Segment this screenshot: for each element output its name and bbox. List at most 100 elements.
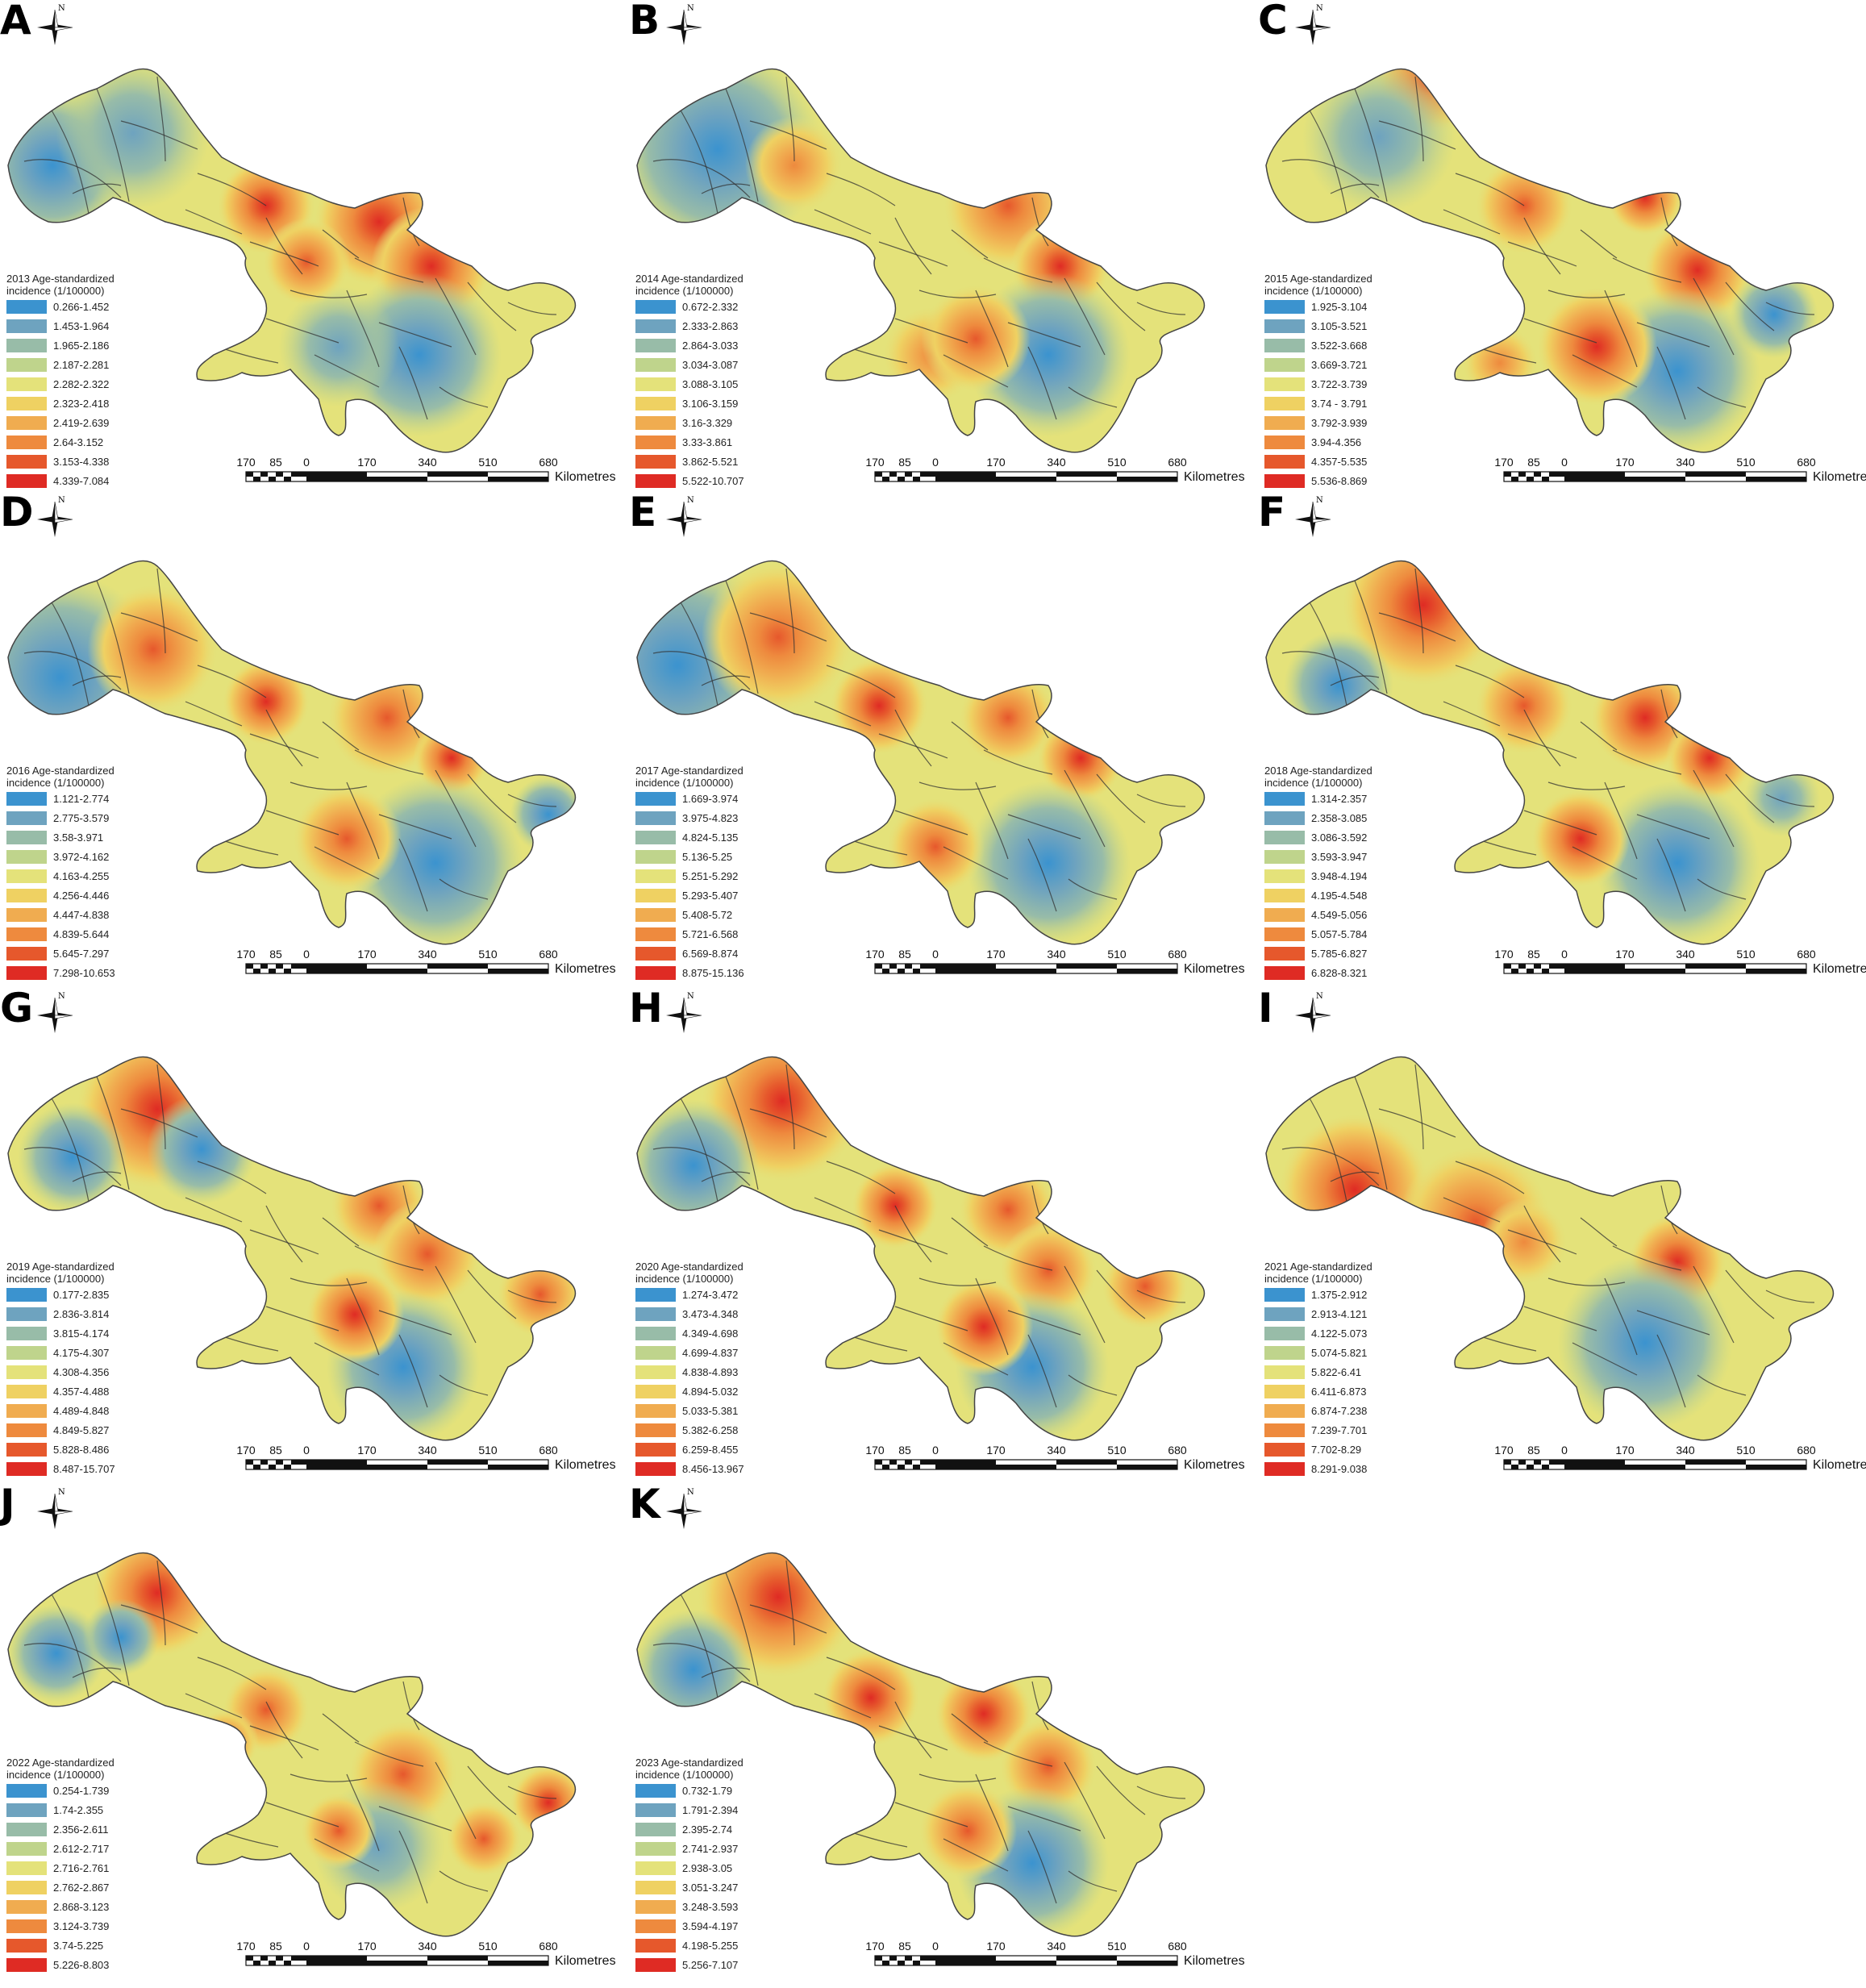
svg-text:N: N (58, 1488, 65, 1497)
legend-swatch (1264, 415, 1305, 430)
county-boundary (1136, 302, 1186, 315)
county-boundary (439, 878, 489, 900)
svg-text:N: N (687, 496, 694, 505)
incidence-hotspot (137, 1085, 266, 1214)
legend-swatch (6, 1899, 47, 1914)
county-boundary (951, 1217, 989, 1247)
county-boundary (1547, 781, 1626, 790)
county-boundary (1007, 1310, 1081, 1336)
county-boundary (507, 1786, 557, 1799)
legend-swatch (635, 1423, 676, 1437)
county-boundary (96, 580, 130, 694)
county-boundary (1007, 814, 1081, 840)
county-boundary (725, 1076, 759, 1190)
legend-item: 5.822-6.41 (1264, 1362, 1402, 1382)
legend-item: 4.122-5.073 (1264, 1323, 1402, 1343)
legend-range-label: 3.862-5.521 (682, 455, 739, 468)
legend-item: 8.456-13.967 (635, 1459, 773, 1478)
legend-swatch (635, 1442, 676, 1457)
scale-tick-label: 170 (1494, 456, 1514, 469)
incidence-hotspot (1542, 1240, 1748, 1440)
county-boundary (1580, 1217, 1618, 1247)
legend-swatch (6, 1345, 47, 1360)
legend-item: 5.536-8.869 (1264, 471, 1402, 490)
legend-swatch (6, 907, 47, 922)
scale-tick-label: 85 (269, 1940, 282, 1953)
legend-item: 3.106-3.159 (635, 394, 773, 413)
county-boundary (1523, 1306, 1597, 1332)
legend-swatch (635, 1938, 676, 1953)
legend-title: 2016 Age-standardized incidence (1/10000… (6, 765, 115, 789)
legend-range-label: 0.177-2.835 (53, 1288, 110, 1301)
legend-range-label: 6.411-6.873 (1311, 1385, 1367, 1398)
legend-range-label: 6.259-8.455 (682, 1443, 739, 1456)
legend-range-label: 4.849-5.827 (53, 1423, 110, 1436)
legend-item: 3.792-3.939 (1264, 413, 1402, 432)
panel-letter: G (0, 985, 34, 1032)
county-boundary (1096, 1269, 1146, 1319)
legend-item: 3.815-4.174 (6, 1323, 144, 1343)
county-boundary (435, 277, 477, 356)
incidence-hotspot (821, 648, 937, 764)
scale-tick-label: 510 (1736, 456, 1756, 469)
legend-range-label: 4.122-5.073 (1311, 1327, 1368, 1340)
incidence-hotspot (926, 1269, 1042, 1385)
scale-tick-label: 170 (1615, 948, 1635, 961)
legend-range-label: 4.357-4.488 (53, 1385, 110, 1398)
legend-item: 2.836-3.814 (6, 1304, 144, 1323)
legend-item: 2.64-3.152 (6, 432, 144, 452)
county-boundary (96, 1572, 130, 1686)
legend-range-label: 3.034-3.087 (682, 358, 739, 371)
legend-title: 2020 Age-standardized incidence (1/10000… (635, 1261, 743, 1285)
legend-item: 3.74-5.225 (6, 1936, 144, 1955)
legend-range-label: 3.522-3.668 (1311, 339, 1368, 352)
legend-swatch (1264, 869, 1305, 883)
legend-item: 3.248-3.593 (635, 1897, 773, 1916)
legend-item: 1.274-3.472 (635, 1285, 773, 1304)
county-boundary (402, 1681, 420, 1731)
legend-item: 2.716-2.761 (6, 1858, 144, 1878)
legend-swatch (635, 454, 676, 469)
county-boundary (185, 1693, 243, 1719)
legend-range-label: 2.395-2.74 (682, 1823, 733, 1836)
county-boundary (1523, 318, 1597, 344)
legend-item: 3.58-3.971 (6, 827, 144, 847)
county-boundary (1330, 183, 1380, 194)
legend-item: 0.266-1.452 (6, 297, 144, 316)
legend-range-label: 7.239-7.701 (1311, 1423, 1368, 1436)
legend-swatch (635, 1345, 676, 1360)
county-boundary (197, 665, 267, 698)
county-boundary (1523, 217, 1561, 275)
county-boundary (197, 1657, 267, 1690)
county-boundary (1523, 810, 1597, 836)
county-boundary (322, 1713, 360, 1743)
legend-range-label: 2.323-2.418 (53, 397, 110, 410)
county-boundary (785, 1064, 795, 1150)
legend-title: 2021 Age-standardized incidence (1/10000… (1264, 1261, 1372, 1285)
legend-range-label: 1.965-2.186 (53, 339, 110, 352)
legend-swatch (6, 299, 47, 314)
county-boundary (185, 701, 243, 727)
county-boundary (1064, 277, 1106, 356)
scale-tick-label: 340 (1047, 1940, 1066, 1953)
county-boundary (467, 773, 517, 823)
legend-swatch (1264, 1423, 1305, 1437)
legend-item: 2.187-2.281 (6, 355, 144, 374)
legend-range-label: 4.838-4.893 (682, 1365, 739, 1378)
county-boundary (1455, 665, 1525, 698)
county-boundary (814, 701, 872, 727)
county-boundary (354, 749, 424, 775)
legend-swatch (1264, 1365, 1305, 1379)
legend-range-label: 1.74-2.355 (53, 1803, 104, 1816)
county-boundary (507, 794, 557, 807)
legend-item: 6.569-8.874 (635, 944, 773, 963)
county-boundary (951, 229, 989, 259)
legend-range-label: 3.792-3.939 (1311, 416, 1368, 429)
county-boundary (1636, 322, 1710, 348)
county-boundary (894, 1306, 968, 1332)
legend-range-label: 4.357-5.535 (1311, 455, 1368, 468)
county-boundary (943, 846, 1009, 880)
